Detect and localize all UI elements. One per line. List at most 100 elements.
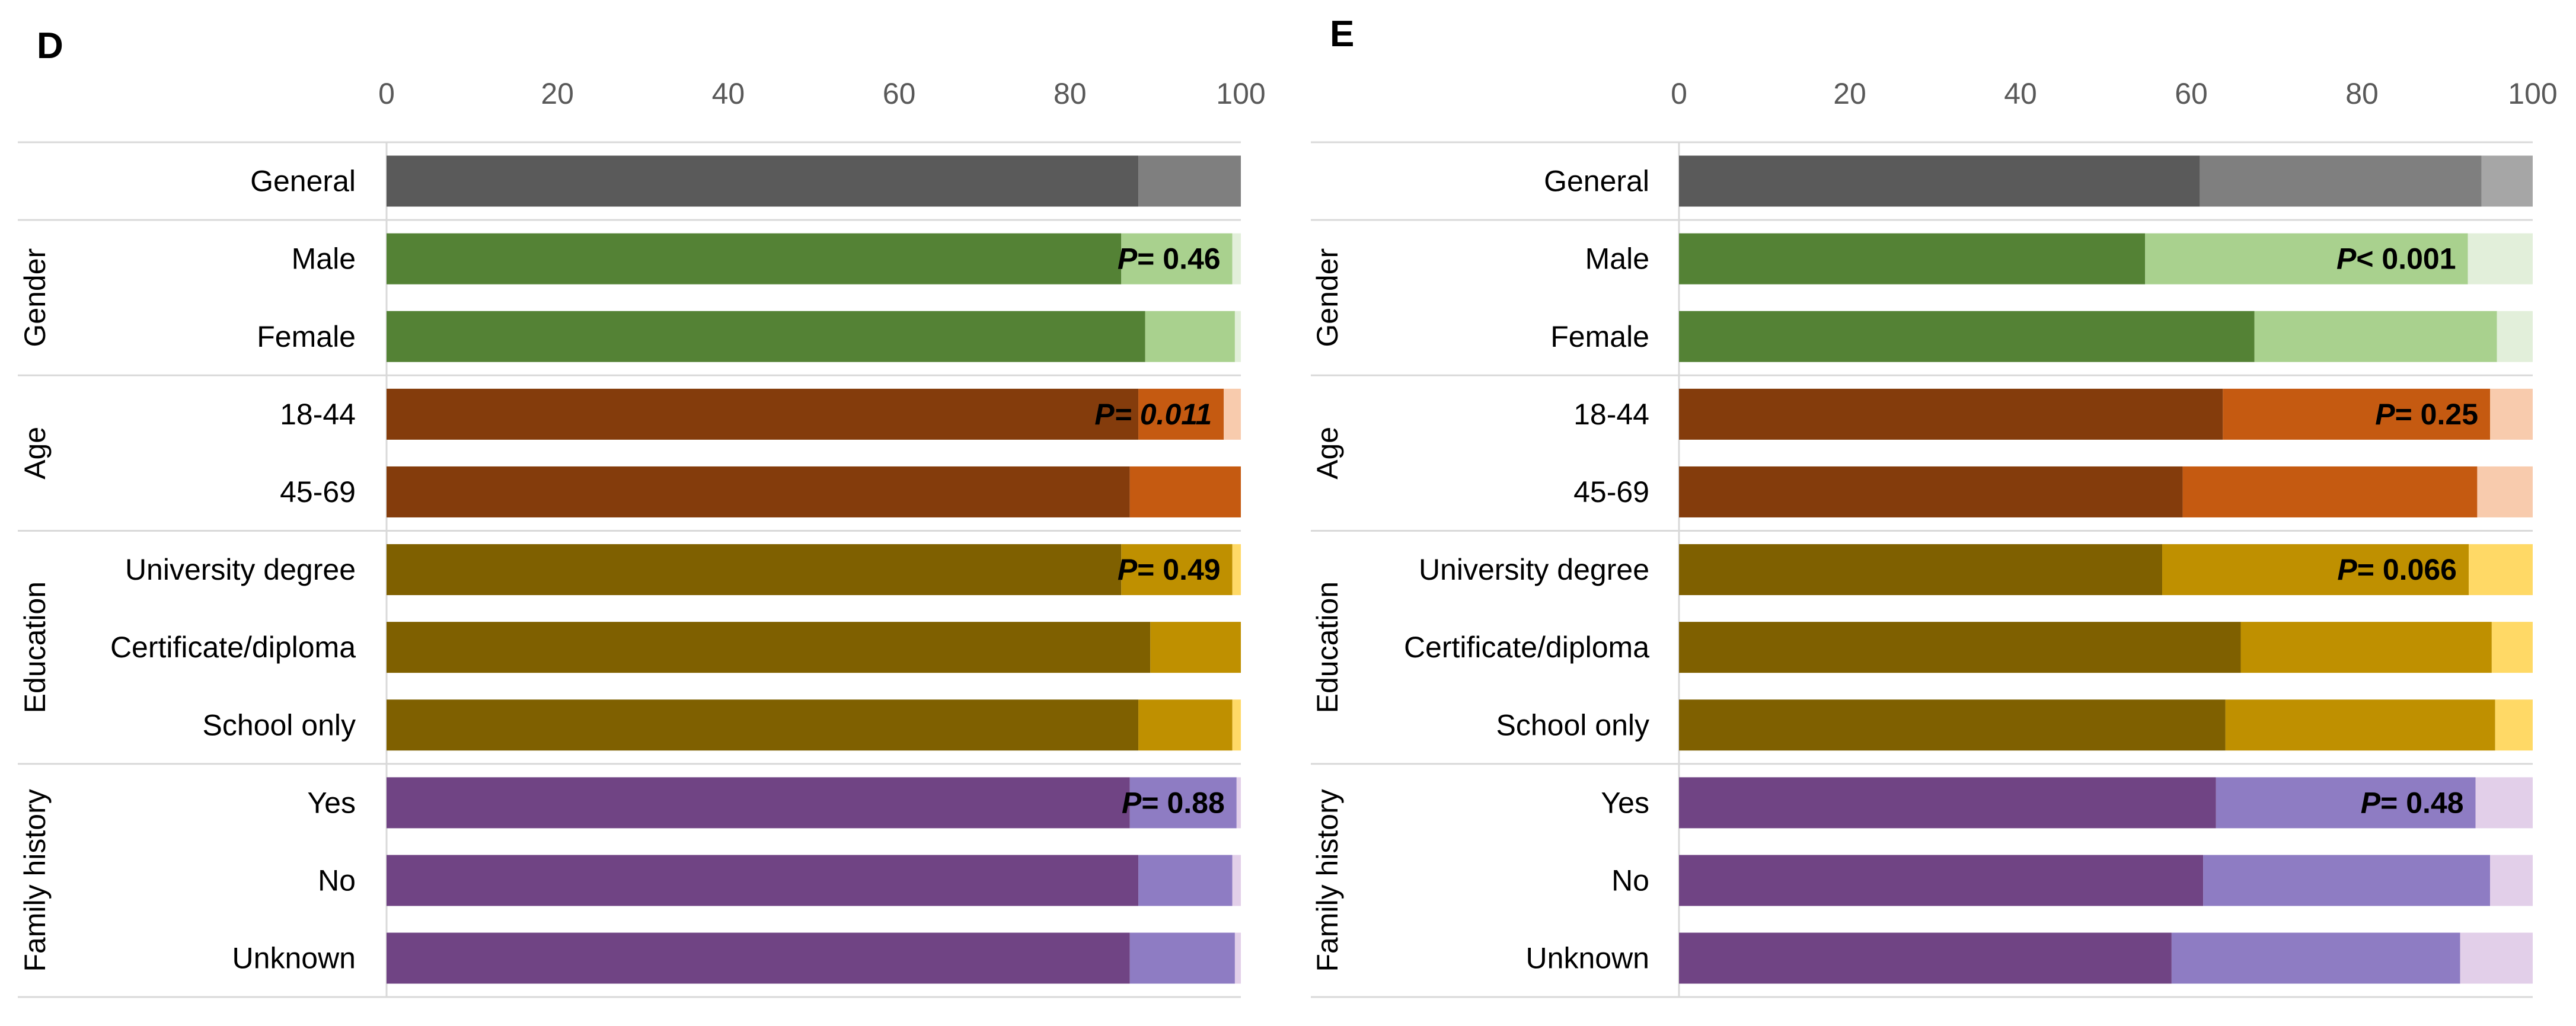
bar-row: Female — [257, 311, 1241, 362]
p-value-label: P= 0.25 — [2375, 398, 2478, 431]
p-value-prefix: P — [1094, 398, 1115, 431]
p-value-prefix: P — [2337, 553, 2357, 586]
bar-row: School only — [203, 699, 1241, 751]
bar-row: No — [318, 855, 1241, 906]
bar-row: General — [1544, 155, 2533, 207]
bar-row: 45-69 — [280, 466, 1241, 517]
bar-segment — [1679, 932, 2172, 984]
bar-segment — [387, 155, 1139, 207]
bar-segment — [1138, 155, 1241, 207]
panel-letter: E — [1330, 14, 1354, 55]
bar-row: General — [250, 155, 1241, 207]
p-value-text: = 0.88 — [1141, 786, 1224, 819]
bar-segment — [2481, 155, 2533, 207]
bar-segment — [1232, 233, 1241, 285]
row-label: 18-44 — [280, 398, 356, 431]
bar-segment — [1234, 311, 1241, 362]
bar-segment — [1679, 155, 2200, 207]
p-value-prefix: P — [1118, 553, 1138, 586]
row-label: 18-44 — [1573, 398, 1649, 431]
bar-segment — [2491, 622, 2533, 673]
bar-segment — [1121, 544, 1233, 596]
row-label: General — [1544, 165, 1649, 198]
row-label: Female — [1550, 320, 1649, 353]
row-label: Male — [1585, 242, 1649, 276]
bar-segment — [387, 544, 1122, 596]
bar-segment — [2497, 311, 2533, 362]
bar-segment — [1232, 544, 1241, 596]
bar-segment — [2477, 466, 2533, 517]
bar-row: Certificate/diploma — [1404, 622, 2533, 673]
x-tick-label: 0 — [378, 77, 395, 110]
bar-row: 45-69 — [1573, 466, 2533, 517]
row-label: 45-69 — [280, 475, 356, 509]
bar-segment — [1138, 699, 1233, 751]
bar-segment — [1232, 699, 1241, 751]
bar-segment — [2495, 699, 2533, 751]
row-label: School only — [203, 708, 356, 741]
row-label: Unknown — [232, 942, 356, 975]
bar-row: University degree P= 0.49 — [125, 544, 1241, 596]
row-label: Yes — [307, 786, 356, 819]
row-label: No — [318, 864, 356, 897]
bar-row: Certificate/diploma — [110, 622, 1241, 673]
bar-segment — [1234, 932, 1241, 984]
bar-row: Female — [1550, 311, 2533, 362]
bar-segment — [2225, 699, 2495, 751]
bar-segment — [1138, 388, 1224, 440]
row-label: School only — [1496, 708, 1650, 741]
p-value-label: P= 0.066 — [2337, 553, 2457, 586]
bar-row: Yes P= 0.88 — [307, 777, 1241, 829]
p-value-prefix: P — [2375, 398, 2395, 431]
bar-segment — [2240, 622, 2492, 673]
bar-segment — [1679, 311, 2255, 362]
bar-segment — [1679, 622, 2241, 673]
bar-segment — [2171, 932, 2460, 984]
bar-segment — [387, 622, 1151, 673]
bar-segment — [2223, 388, 2490, 440]
bar-segment — [1236, 777, 1241, 829]
bar-segment — [1224, 388, 1241, 440]
bar-row: Male P= 0.46 — [292, 233, 1241, 285]
bar-segment — [2200, 155, 2482, 207]
bar-segment — [1138, 855, 1233, 906]
bar-segment — [2469, 544, 2533, 596]
x-tick-label: 100 — [2508, 77, 2557, 110]
panel-d: D 0 20 40 60 80 100 Gender Age Education Family hi… — [18, 25, 1266, 998]
p-value-text: = 0.46 — [1137, 242, 1220, 276]
p-value-label: P= 0.46 — [1118, 242, 1221, 276]
x-tick-label: 80 — [1054, 77, 1087, 110]
row-label: Female — [257, 320, 356, 353]
group-label: Age — [18, 427, 52, 480]
bar-segment — [1129, 932, 1235, 984]
bar-row: University degree P= 0.066 — [1419, 544, 2533, 596]
panel-e: E 0 20 40 60 80 100 Gender Age Education Family hi… — [1311, 14, 2558, 998]
row-label: University degree — [1419, 553, 1649, 586]
bar-row: 18-44 P= 0.25 — [1573, 388, 2533, 440]
bar-segment — [387, 855, 1139, 906]
x-tick-label: 40 — [712, 77, 745, 110]
bar-row: Male P< 0.001 — [1585, 233, 2533, 285]
x-tick-label: 20 — [1833, 77, 1866, 110]
bar-segment — [387, 233, 1122, 285]
bar-segment — [2216, 777, 2476, 829]
x-tick-label: 80 — [2345, 77, 2379, 110]
bar-segment — [2145, 233, 2468, 285]
p-value-text: < 0.001 — [2356, 242, 2456, 276]
group-label: Family history — [18, 789, 52, 971]
p-value-prefix: P — [2361, 786, 2381, 819]
p-value-prefix: P — [1122, 786, 1142, 819]
row-label: Certificate/diploma — [1404, 631, 1649, 664]
bar-segment — [2468, 233, 2533, 285]
bar-segment — [2490, 388, 2533, 440]
bar-segment — [1121, 233, 1233, 285]
bar-row: No — [1611, 855, 2533, 906]
x-tick-label: 20 — [541, 77, 574, 110]
row-label: Certificate/diploma — [110, 631, 356, 664]
p-value-text: = 0.48 — [2380, 786, 2463, 819]
p-value-text: = 0.066 — [2357, 553, 2457, 586]
p-value-label: P= 0.011 — [1094, 398, 1212, 431]
bar-segment — [387, 932, 1130, 984]
bar-row: School only — [1496, 699, 2533, 751]
